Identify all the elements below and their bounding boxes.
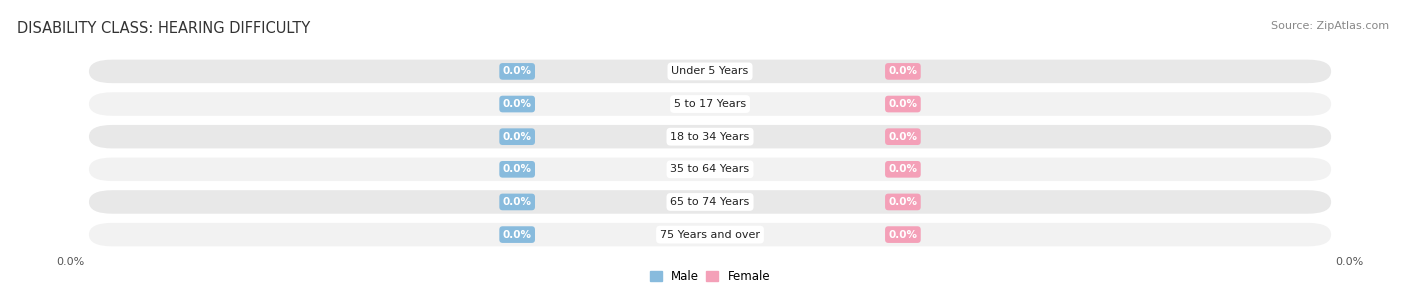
FancyBboxPatch shape — [89, 223, 1331, 246]
FancyBboxPatch shape — [89, 92, 1331, 116]
FancyBboxPatch shape — [89, 60, 1331, 83]
Text: DISABILITY CLASS: HEARING DIFFICULTY: DISABILITY CLASS: HEARING DIFFICULTY — [17, 21, 311, 36]
Legend: Male, Female: Male, Female — [645, 266, 775, 288]
FancyBboxPatch shape — [89, 158, 1331, 181]
Text: Source: ZipAtlas.com: Source: ZipAtlas.com — [1271, 21, 1389, 32]
Text: 0.0%: 0.0% — [503, 132, 531, 142]
Text: 0.0%: 0.0% — [503, 197, 531, 207]
Text: 0.0%: 0.0% — [1336, 257, 1364, 267]
Text: 18 to 34 Years: 18 to 34 Years — [671, 132, 749, 142]
Text: 75 Years and over: 75 Years and over — [659, 230, 761, 240]
Text: 0.0%: 0.0% — [889, 99, 917, 109]
Text: 0.0%: 0.0% — [889, 197, 917, 207]
Text: 5 to 17 Years: 5 to 17 Years — [673, 99, 747, 109]
Text: 0.0%: 0.0% — [889, 164, 917, 174]
FancyBboxPatch shape — [89, 125, 1331, 148]
Text: 0.0%: 0.0% — [503, 164, 531, 174]
Text: 65 to 74 Years: 65 to 74 Years — [671, 197, 749, 207]
Text: Under 5 Years: Under 5 Years — [672, 66, 748, 76]
Text: 0.0%: 0.0% — [889, 132, 917, 142]
Text: 0.0%: 0.0% — [889, 230, 917, 240]
Text: 0.0%: 0.0% — [889, 66, 917, 76]
Text: 0.0%: 0.0% — [503, 230, 531, 240]
Text: 0.0%: 0.0% — [503, 99, 531, 109]
FancyBboxPatch shape — [89, 190, 1331, 214]
Text: 35 to 64 Years: 35 to 64 Years — [671, 164, 749, 174]
Text: 0.0%: 0.0% — [503, 66, 531, 76]
Text: 0.0%: 0.0% — [56, 257, 84, 267]
